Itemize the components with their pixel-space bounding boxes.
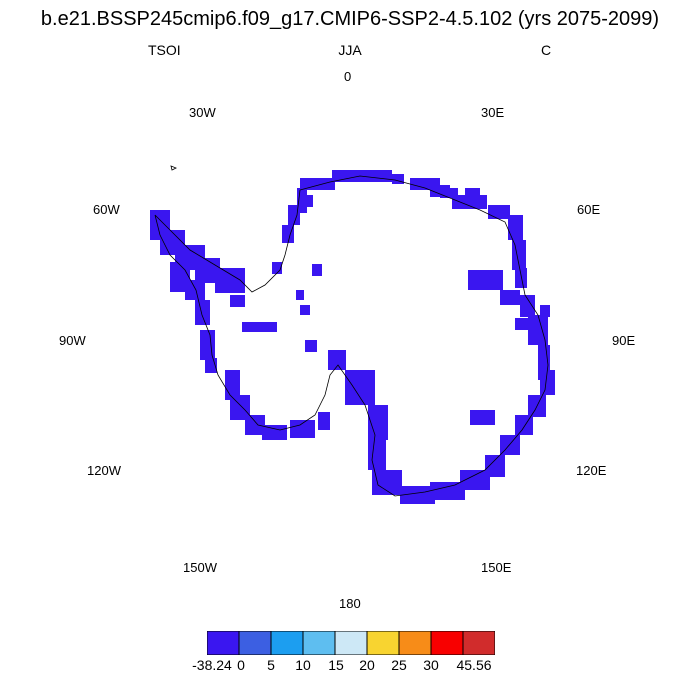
lon-label-120e: 120E [576, 463, 607, 478]
field-cell [430, 482, 465, 500]
soil-temperature-field [150, 170, 555, 504]
field-cell [272, 262, 282, 274]
field-cell [465, 188, 480, 200]
colorbar [207, 631, 495, 655]
field-cell [282, 225, 294, 243]
colorbar-label: 25 [391, 657, 407, 673]
units-label: C [541, 42, 552, 58]
field-cell [200, 330, 215, 360]
season-label: JJA [338, 42, 362, 58]
field-cell [520, 295, 535, 317]
field-cell [288, 205, 300, 225]
field-cell [312, 264, 322, 276]
field-cell [392, 174, 404, 184]
colorbar-swatch [398, 631, 432, 655]
field-cell [297, 188, 307, 213]
field-cell [300, 178, 335, 190]
colorbar-swatch [207, 631, 240, 655]
lon-label-30e: 30E [481, 105, 505, 120]
lon-label-30w: 30W [189, 105, 216, 120]
colorbar-swatch [270, 631, 304, 655]
colorbar-label: 20 [359, 657, 375, 673]
field-cell [540, 370, 555, 395]
field-cell [400, 486, 435, 504]
field-cell [460, 470, 490, 490]
field-cell [515, 318, 530, 330]
field-cell [345, 370, 375, 405]
field-cell [430, 185, 450, 197]
colorbar-label: 30 [423, 657, 439, 673]
lon-label-150w: 150W [183, 560, 217, 575]
colorbar-label: 0 [237, 657, 245, 673]
lon-label-0: 0 [344, 69, 352, 84]
colorbar-swatch [366, 631, 400, 655]
variable-label: TSOI [148, 42, 181, 58]
field-cell [305, 195, 313, 207]
lon-label-90w: 90W [59, 333, 86, 348]
field-cell [300, 305, 310, 315]
colorbar-swatch [430, 631, 464, 655]
colorbar-swatch [302, 631, 336, 655]
field-cell [368, 440, 386, 470]
colorbar-swatch [238, 631, 272, 655]
field-cell [508, 215, 523, 240]
lon-label-150e: 150E [481, 560, 512, 575]
colorbar-swatch [334, 631, 368, 655]
field-cell [185, 280, 205, 300]
colorbar-label: 10 [295, 657, 311, 673]
lon-label-120w: 120W [87, 463, 121, 478]
field-cell [488, 205, 510, 219]
field-cell [368, 405, 388, 440]
field-cell [296, 290, 304, 300]
field-cell [242, 322, 277, 332]
field-cell [195, 300, 210, 325]
field-cell [470, 410, 495, 425]
field-cell [230, 295, 245, 307]
colorbar-label: 45.56 [456, 657, 492, 673]
lon-label-90e: 90E [612, 333, 636, 348]
field-cell [318, 412, 330, 430]
plot-title: b.e21.BSSP245cmip6.f09_g17.CMIP6-SSP2-4.… [40, 8, 660, 30]
field-cell [245, 415, 265, 435]
lon-label-180: 180 [339, 596, 361, 611]
field-cell [262, 425, 287, 440]
field-cell [515, 415, 533, 435]
field-cell [540, 305, 550, 317]
islet-outline [170, 165, 177, 171]
lon-label-60w: 60W [93, 202, 120, 217]
colorbar-label: -38.24 [192, 657, 232, 673]
field-cell [290, 420, 315, 438]
field-cell [528, 315, 548, 345]
colorbar-label: 5 [267, 657, 275, 673]
field-cell [515, 268, 527, 288]
colorbar-swatch [462, 631, 495, 655]
field-cell [468, 270, 503, 290]
field-cell [230, 395, 250, 420]
lon-label-60e: 60E [577, 202, 601, 217]
antarctica-coastline [154, 175, 549, 497]
field-cell [305, 340, 317, 352]
field-cell [500, 290, 520, 305]
colorbar-label: 15 [328, 657, 344, 673]
field-cell [328, 350, 346, 370]
